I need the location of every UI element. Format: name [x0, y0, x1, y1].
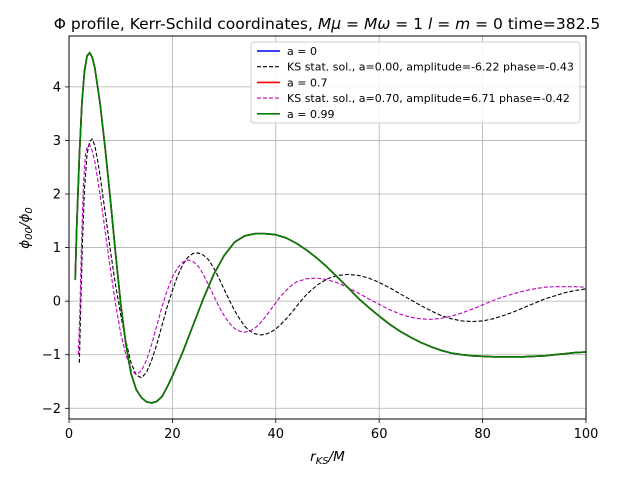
- legend: a = 0 KS stat. sol., a=0.00, amplitude=-6…: [250, 41, 581, 124]
- y-tick-label: 3: [53, 134, 61, 149]
- y-axis-label-b: /ϕ: [17, 214, 33, 229]
- y-axis-label-a: ϕ: [17, 240, 33, 249]
- chart-title-prefix: Φ profile, Kerr-Schild coordinates,: [54, 15, 318, 33]
- chart-title-math1: Mμ: [318, 15, 341, 33]
- y-tick-label: −2: [42, 402, 61, 417]
- y-tick-label: 2: [53, 188, 61, 203]
- x-tick-label: 20: [164, 427, 181, 442]
- legend-label: KS stat. sol., a=0.00, amplitude=-6.22 p…: [287, 61, 574, 74]
- x-tick-label: 0: [65, 427, 73, 442]
- series-line-3: [77, 144, 587, 376]
- y-axis-label: ϕ00/ϕ0: [17, 207, 35, 248]
- x-axis-label-tail: /M: [328, 449, 346, 465]
- y-axis-label-b-sub: 0: [24, 207, 35, 213]
- chart-title-math3: l: [428, 15, 433, 33]
- legend-label: a = 0.7: [287, 76, 327, 89]
- y-tick-label: 0: [53, 295, 61, 310]
- x-tick-label: 40: [268, 427, 285, 442]
- chart-title-eq2: = 1: [390, 15, 428, 33]
- x-axis-label-main: r: [310, 449, 317, 465]
- chart-title-math2: Mω: [364, 15, 390, 33]
- chart-title-math4: m: [455, 15, 470, 33]
- x-axis-label-sub: KS: [316, 456, 330, 467]
- legend-label: a = 0.99: [287, 108, 334, 121]
- y-axis-label-a-sub: 00: [24, 227, 35, 240]
- x-tick-label: 100: [574, 427, 599, 442]
- series-layer: [74, 51, 587, 404]
- chart-title-eq3: =: [432, 15, 455, 33]
- y-tick-label: 4: [53, 80, 61, 95]
- legend-label: KS stat. sol., a=0.70, amplitude=6.71 ph…: [287, 92, 570, 105]
- x-tick-label: 80: [474, 427, 491, 442]
- x-axis-label: rKS/M: [310, 449, 345, 467]
- chart-title: Φ profile, Kerr-Schild coordinates, Mμ =…: [54, 15, 600, 33]
- y-tick-label: −1: [42, 348, 61, 363]
- chart-title-eq1: =: [341, 15, 364, 33]
- x-tick-label: 60: [371, 427, 388, 442]
- legend-box: [250, 41, 581, 124]
- legend-label: a = 0: [287, 45, 317, 58]
- tick-layer: 0 20 40 60 80 100 −2 −1 0 1 2 3 4: [42, 80, 599, 442]
- chart-title-eq4: = 0 time=382.5: [470, 15, 600, 33]
- legend-entries: a = 0 KS stat. sol., a=0.00, amplitude=-6…: [257, 45, 574, 121]
- y-tick-label: 1: [53, 241, 61, 256]
- plot-frame: [68, 35, 587, 420]
- series-line-4: [74, 51, 587, 404]
